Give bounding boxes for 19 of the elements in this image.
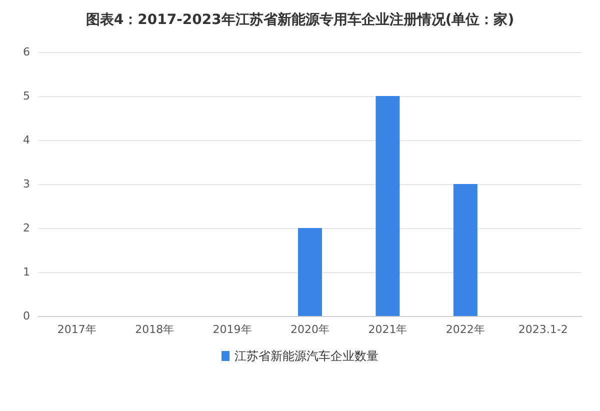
y-tick-label: 2 — [23, 222, 30, 234]
x-tick-label: 2017年 — [57, 323, 96, 336]
y-tick-label: 3 — [23, 178, 30, 190]
legend-label: 江苏省新能源汽车企业数量 — [234, 349, 378, 363]
y-tick-label: 1 — [23, 266, 30, 278]
bar — [453, 184, 478, 316]
x-tick-label: 2019年 — [212, 323, 252, 336]
bar — [298, 228, 322, 316]
y-tick-label: 4 — [23, 134, 30, 146]
x-tick-label: 2021年 — [368, 323, 408, 336]
y-tick-label: 0 — [23, 310, 30, 322]
bar — [376, 96, 400, 316]
y-tick-label: 6 — [23, 46, 30, 58]
y-tick-label: 5 — [23, 90, 30, 102]
chart-title: 图表4：2017-2023年江苏省新能源专用车企业注册情况(单位：家) — [86, 11, 514, 28]
x-tick-label: 2020年 — [290, 323, 330, 336]
x-tick-label: 2018年 — [135, 323, 174, 336]
x-tick-label: 2023.1-2 — [518, 323, 568, 336]
x-tick-label: 2022年 — [446, 323, 485, 336]
